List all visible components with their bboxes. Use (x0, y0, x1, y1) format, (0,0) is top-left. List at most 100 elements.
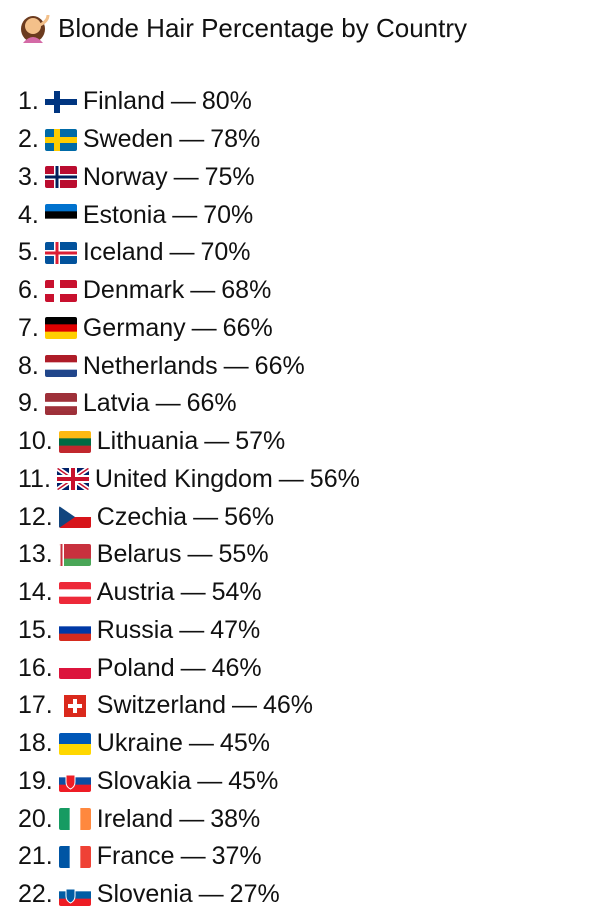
separator: — (197, 766, 223, 795)
flag-part (80, 845, 91, 868)
rank: 11. (18, 464, 51, 493)
flag-part (58, 770, 91, 779)
percentage: 27% (229, 880, 280, 909)
flag-part (80, 808, 91, 831)
separator: — (198, 880, 224, 909)
flag-part (58, 588, 91, 597)
country-name: Germany (82, 313, 186, 342)
flag-part (58, 626, 91, 635)
rank: 14. (18, 578, 53, 607)
flag-part (44, 98, 77, 105)
flag-icon (58, 732, 91, 755)
rank: 18. (18, 729, 53, 758)
percentage: 56% (309, 464, 360, 493)
percentage: 57% (235, 427, 286, 456)
flag-icon (44, 128, 77, 151)
percentage: 38% (210, 804, 261, 833)
rank: 16. (18, 653, 53, 682)
country-name: Denmark (82, 276, 185, 305)
flag-part (58, 898, 91, 906)
list-item: 14. Austria —54% (18, 574, 360, 612)
separator: — (179, 804, 205, 833)
country-name: Switzerland (96, 691, 226, 720)
flag-icon (58, 770, 91, 793)
percentage: 70% (203, 200, 254, 229)
list-item: 5. Iceland —70% (18, 234, 360, 272)
flag-icon (58, 619, 91, 642)
list-item: 4. Estonia —70% (18, 196, 360, 234)
flag-part (58, 506, 91, 518)
rank: 12. (18, 502, 53, 531)
country-name: Belarus (96, 540, 182, 569)
flag-part (69, 808, 81, 831)
country-name: Norway (82, 162, 168, 191)
country-name: Estonia (82, 200, 167, 229)
flag-part (58, 657, 91, 669)
flag-part (44, 251, 77, 255)
flag-part (44, 218, 77, 227)
flag-icon (58, 430, 91, 453)
flag-part (44, 204, 77, 212)
country-name: Russia (96, 615, 174, 644)
flag-part (58, 619, 91, 628)
rank: 2. (18, 125, 39, 154)
separator: — (155, 389, 181, 418)
rank: 9. (18, 389, 39, 418)
percentage: 45% (219, 729, 270, 758)
separator: — (179, 615, 205, 644)
rank: 7. (18, 313, 39, 342)
separator: — (180, 578, 206, 607)
flag-part (69, 845, 81, 868)
separator: — (204, 427, 230, 456)
flag-part (58, 785, 91, 793)
country-name: Lithuania (96, 427, 199, 456)
separator: — (190, 276, 216, 305)
separator: — (173, 162, 199, 191)
list-item: 15. Russia —47% (18, 612, 360, 650)
rank: 22. (18, 880, 53, 909)
list-item: 9. Latvia —66% (18, 385, 360, 423)
flag-icon (63, 694, 86, 717)
country-name: Sweden (82, 125, 174, 154)
list-item: 8. Netherlands —66% (18, 347, 360, 385)
flag-part (58, 558, 91, 566)
rank: 20. (18, 804, 53, 833)
separator: — (223, 351, 249, 380)
flag-part (58, 551, 91, 559)
separator: — (232, 691, 257, 720)
list-item: 17. Switzerland —46% (18, 687, 360, 725)
percentage: 37% (211, 842, 262, 871)
separator: — (179, 125, 205, 154)
flag-icon (56, 468, 89, 491)
flag-part (58, 430, 91, 439)
list-item: 21. France —37% (18, 838, 360, 876)
percentage: 54% (211, 578, 262, 607)
flag-part (44, 406, 77, 411)
flag-part (44, 332, 77, 340)
separator: — (278, 464, 304, 493)
flag-part (65, 888, 76, 904)
flag-icon (58, 543, 91, 566)
percentage: 75% (204, 162, 255, 191)
list-item: 6. Denmark —68% (18, 272, 360, 310)
percentage: 66% (254, 351, 305, 380)
list-item: 13. Belarus —55% (18, 536, 360, 574)
flag-icon (58, 808, 91, 831)
flag-part (44, 287, 77, 294)
country-name: France (96, 842, 175, 871)
rank: 13. (18, 540, 53, 569)
rank: 6. (18, 276, 39, 305)
percentage: 66% (186, 389, 237, 418)
flag-part (60, 543, 63, 566)
flag-part (44, 369, 77, 378)
flag-icon (44, 279, 77, 302)
country-name: Poland (96, 653, 175, 682)
flag-icon (44, 392, 77, 415)
list-item: 22. Slovenia —27% (18, 876, 360, 914)
flag-part (58, 743, 91, 755)
flag-icon (58, 506, 91, 529)
country-name: Slovakia (96, 766, 192, 795)
flag-icon (58, 845, 91, 868)
